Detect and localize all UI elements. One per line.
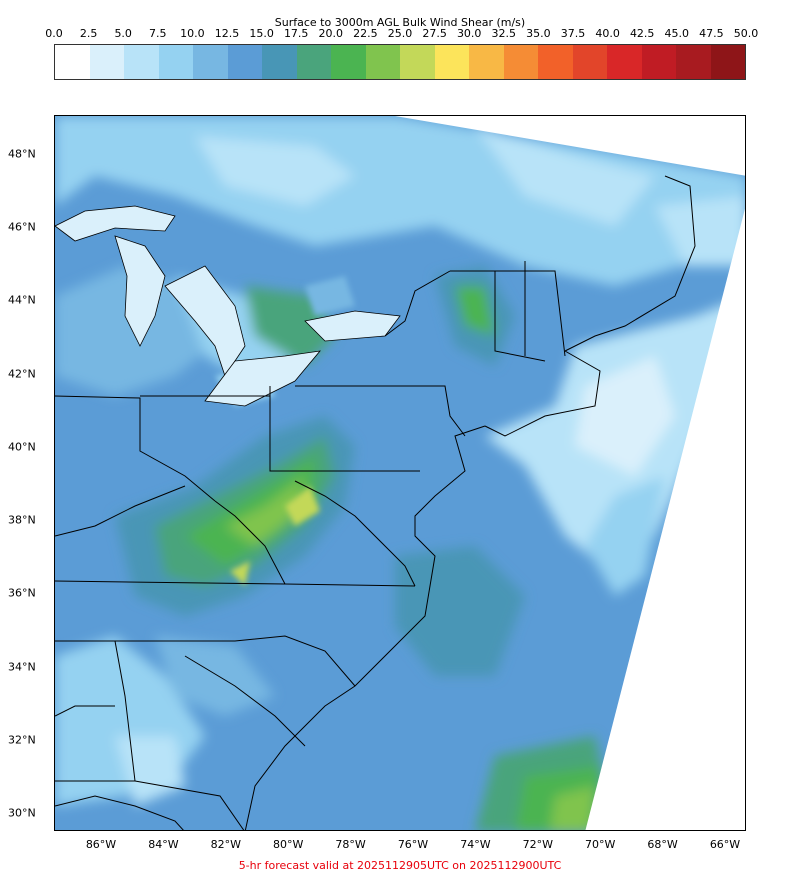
domain-mask-right bbox=[585, 208, 745, 830]
colorbar-segment bbox=[365, 45, 400, 79]
longitude-label: 70°W bbox=[585, 838, 616, 851]
colorbar-segment bbox=[607, 45, 642, 79]
latitude-label: 48°N bbox=[8, 147, 36, 161]
longitude-label: 68°W bbox=[647, 838, 678, 851]
longitude-label: 76°W bbox=[397, 838, 429, 851]
colorbar-tick-label: 45.0 bbox=[664, 27, 690, 40]
colorbar-segment bbox=[296, 45, 331, 79]
longitude-label: 86°W bbox=[85, 838, 117, 851]
longitude-label: 80°W bbox=[273, 838, 304, 851]
colorbar-title: Surface to 3000m AGL Bulk Wind Shear (m/… bbox=[274, 16, 526, 29]
colorbar-tick-label: 20.0 bbox=[318, 27, 344, 40]
longitude-label: 82°W bbox=[210, 838, 241, 851]
colorbar-segment bbox=[434, 45, 469, 79]
colorbar-tick-label: 22.5 bbox=[353, 27, 378, 40]
colorbar-segment bbox=[572, 45, 607, 79]
colorbar-tick-label: 35.0 bbox=[526, 27, 551, 40]
longitude-label: 78°W bbox=[335, 838, 366, 851]
colorbar-segment bbox=[710, 45, 745, 79]
colorbar-tick-label: 47.5 bbox=[699, 27, 724, 40]
latitude-label: 42°N bbox=[8, 367, 36, 381]
colorbar-segment bbox=[193, 45, 228, 79]
colorbar-tick-label: 12.5 bbox=[214, 27, 240, 40]
colorbar-segment bbox=[331, 45, 366, 79]
colorbar-tick-label: 42.5 bbox=[629, 27, 655, 40]
colorbar-segment bbox=[676, 45, 711, 79]
colorbar-segment bbox=[469, 45, 504, 79]
map-svg bbox=[55, 116, 745, 830]
colorbar-segment bbox=[55, 45, 90, 79]
colorbar-tick-label: 30.0 bbox=[456, 27, 482, 40]
colorbar-tick-label: 7.5 bbox=[149, 27, 167, 40]
latitude-label: 40°N bbox=[8, 440, 36, 454]
latitude-label: 30°N bbox=[8, 806, 36, 820]
colorbar-tick-label: 2.5 bbox=[79, 27, 98, 40]
colorbar-segment bbox=[641, 45, 676, 79]
colorbar-tick-label: 37.5 bbox=[560, 27, 586, 40]
colorbar bbox=[54, 44, 746, 80]
colorbar-segment bbox=[124, 45, 159, 79]
colorbar-segment bbox=[158, 45, 193, 79]
longitude-label: 66°W bbox=[709, 838, 741, 851]
colorbar-tick-label: 15.0 bbox=[249, 27, 274, 40]
colorbar-segment bbox=[89, 45, 124, 79]
longitude-label: 72°W bbox=[522, 838, 553, 851]
colorbar-tick-label: 5.0 bbox=[114, 27, 132, 40]
latitude-label: 46°N bbox=[8, 220, 36, 234]
colorbar-segment bbox=[227, 45, 262, 79]
colorbar-tick-label: 50.0 bbox=[733, 27, 759, 40]
colorbar-segment bbox=[503, 45, 538, 79]
latitude-label: 32°N bbox=[8, 733, 36, 747]
colorbar-tick-label: 17.5 bbox=[283, 27, 309, 40]
colorbar-tick-label: 40.0 bbox=[595, 27, 620, 40]
colorbar-tick-label: 27.5 bbox=[422, 27, 447, 40]
forecast-caption: 5-hr forecast valid at 2025112905UTC on … bbox=[238, 859, 562, 872]
map-panel bbox=[54, 115, 746, 831]
latitude-label: 38°N bbox=[8, 513, 36, 527]
colorbar-segment bbox=[538, 45, 573, 79]
colorbar-tick-label: 10.0 bbox=[180, 27, 205, 40]
colorbar-tick-label: 25.0 bbox=[387, 27, 413, 40]
longitude-label: 74°W bbox=[460, 838, 491, 851]
colorbar-segment bbox=[400, 45, 435, 79]
great-lakes bbox=[55, 205, 401, 407]
colorbar-segment bbox=[262, 45, 297, 79]
colorbar-tick-label: 0.0 bbox=[45, 27, 63, 40]
longitude-label: 84°W bbox=[148, 838, 179, 851]
latitude-label: 36°N bbox=[8, 586, 36, 600]
colorbar-ticks: 0.0 2.5 5.0 7.5 10.0 12.5 15.0 17.5 20.0 22.5 25.0… bbox=[45, 27, 758, 41]
colorbar-tick-label: 32.5 bbox=[491, 27, 517, 40]
boundaries bbox=[55, 175, 696, 830]
latitude-label: 34°N bbox=[8, 660, 36, 674]
latitude-label: 44°N bbox=[8, 293, 36, 307]
